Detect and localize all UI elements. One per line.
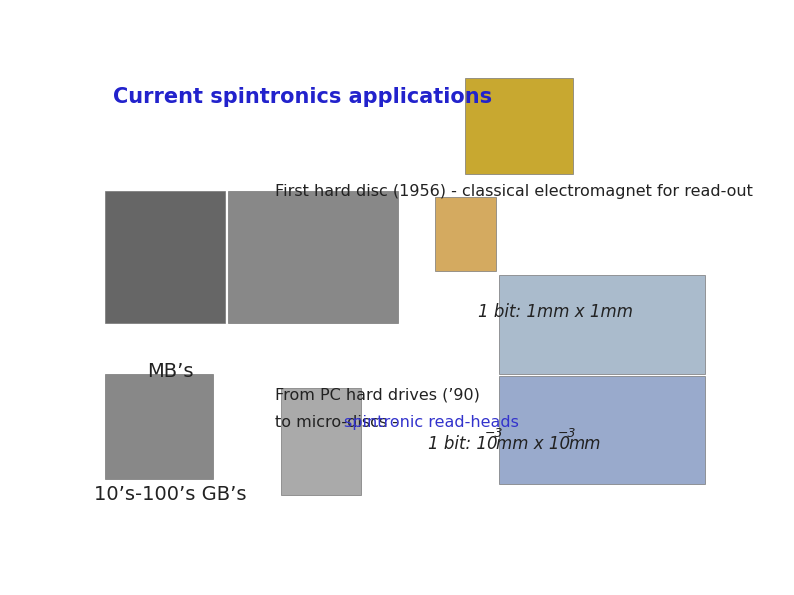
FancyBboxPatch shape	[499, 376, 705, 484]
Text: −3: −3	[557, 427, 576, 440]
Text: spintronic read-heads: spintronic read-heads	[344, 415, 519, 430]
FancyBboxPatch shape	[106, 190, 225, 324]
Text: to micro-discs -: to micro-discs -	[275, 415, 403, 430]
Text: mm: mm	[569, 436, 601, 453]
FancyBboxPatch shape	[465, 79, 573, 174]
FancyBboxPatch shape	[229, 190, 398, 324]
Text: 1 bit: 10: 1 bit: 10	[429, 436, 498, 453]
FancyBboxPatch shape	[106, 374, 213, 479]
Text: First hard disc (1956) - classical electromagnet for read-out: First hard disc (1956) - classical elect…	[275, 184, 753, 199]
Text: 1 bit: 1mm x 1mm: 1 bit: 1mm x 1mm	[478, 303, 633, 321]
Text: MB’s: MB’s	[147, 362, 193, 381]
Text: Current spintronics applications: Current spintronics applications	[113, 87, 492, 108]
Text: 10’s-100’s GB’s: 10’s-100’s GB’s	[94, 486, 246, 505]
FancyBboxPatch shape	[499, 275, 705, 374]
Text: −3: −3	[485, 427, 503, 440]
FancyBboxPatch shape	[281, 387, 360, 495]
FancyBboxPatch shape	[434, 198, 496, 271]
Text: mm x 10: mm x 10	[496, 436, 570, 453]
Text: From PC hard drives (’90): From PC hard drives (’90)	[275, 387, 480, 403]
